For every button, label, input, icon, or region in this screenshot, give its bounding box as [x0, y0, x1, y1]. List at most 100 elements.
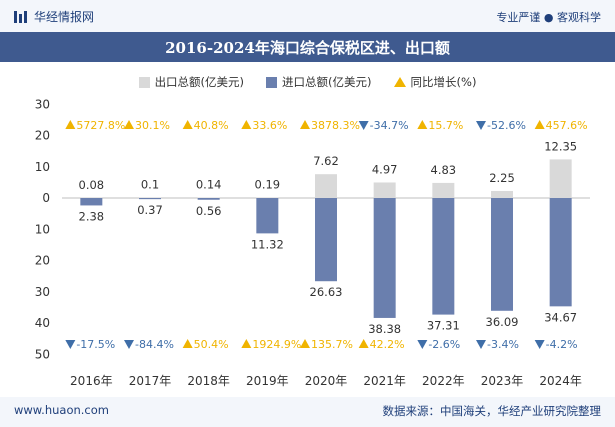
chart-title: 2016-2024年海口综合保税区进、出口额: [165, 39, 450, 57]
legend-export: 出口总额(亿美元): [138, 74, 245, 90]
x-tick-label: 2021年: [363, 374, 406, 388]
legend-growth: 同比增长(%): [393, 74, 477, 90]
import-growth-label: 1924.9%: [252, 338, 301, 351]
y-tick-label: 0: [42, 191, 50, 205]
import-bar: [197, 198, 220, 200]
growth-down-icon: [476, 340, 486, 349]
import-value-label: 34.67: [544, 310, 577, 324]
import-value-label: 0.56: [196, 204, 222, 218]
x-tick-label: 2018年: [187, 374, 230, 388]
footer-source: 数据来源：中国海关，华经产业研究院整理: [382, 404, 602, 418]
legend-import-swatch: [266, 76, 278, 88]
footer-bar: [0, 397, 615, 427]
y-tick-label: 50: [35, 347, 50, 361]
export-bar: [315, 174, 337, 198]
import-value-label: 37.31: [427, 319, 460, 333]
y-tick-label: 20: [35, 254, 50, 268]
export-growth-label: 33.6%: [252, 119, 287, 132]
y-tick-label: 40: [35, 316, 50, 330]
export-bar: [139, 197, 161, 199]
y-tick-label: 10: [35, 222, 50, 236]
export-value-label: 0.08: [79, 178, 105, 192]
growth-down-icon: [358, 121, 369, 130]
x-tick-label: 2024年: [539, 374, 582, 388]
growth-down-icon: [476, 121, 486, 130]
import-bar: [549, 198, 572, 307]
export-bar: [256, 197, 279, 199]
export-growth-label: 30.1%: [135, 119, 170, 132]
export-value-label: 12.35: [544, 139, 577, 153]
growth-up-icon: [241, 120, 252, 129]
x-tick-label: 2019年: [246, 374, 289, 388]
export-value-label: 7.62: [313, 154, 339, 168]
legend-import-label: 进口总额(亿美元): [282, 75, 372, 89]
export-value-label: 4.83: [431, 163, 457, 177]
growth-up-icon: [300, 339, 310, 348]
import-bar: [256, 198, 279, 234]
chart-plot: 30 20 10 0 10 20 30 40 50 0.08 2.38 0.1 0.37 0.14 0.5…: [35, 97, 590, 388]
export-value-label: 0.1: [141, 178, 159, 192]
legend-growth-up-icon: [393, 77, 406, 87]
export-bar: [549, 159, 572, 198]
import-value-label: 36.09: [486, 315, 519, 329]
x-tick-label: 2020年: [305, 374, 348, 388]
export-growth-label: 457.6%: [546, 119, 588, 132]
import-value-label: 2.38: [79, 209, 105, 223]
y-tick-label: 30: [35, 285, 50, 299]
growth-up-icon: [241, 339, 252, 348]
export-bar: [373, 182, 396, 198]
tagline: 专业严谨 ● 客观科学: [496, 11, 601, 24]
legend: 出口总额(亿美元) 进口总额(亿美元) 同比增长(%): [0, 74, 615, 90]
growth-down-icon: [124, 340, 134, 349]
import-value-label: 26.63: [310, 285, 343, 299]
export-growth-label: -34.7%: [370, 119, 409, 132]
import-value-label: 11.32: [251, 237, 284, 251]
import-growth-label: 42.2%: [370, 338, 405, 351]
brand-name: 华经情报网: [34, 10, 95, 24]
import-growth-label: -2.6%: [428, 338, 460, 351]
import-growth-label: -84.4%: [135, 338, 174, 351]
growth-down-icon: [417, 340, 428, 349]
footer-website: www.huaon.com: [14, 403, 109, 417]
title-bar: [0, 32, 615, 62]
legend-export-swatch: [138, 76, 150, 88]
export-value-label: 0.19: [255, 177, 281, 191]
y-tick-label: 10: [35, 160, 50, 174]
x-tick-label: 2022年: [422, 374, 465, 388]
legend-export-label: 出口总额(亿美元): [154, 75, 245, 89]
y-tick-label: 30: [35, 97, 50, 111]
growth-up-icon: [358, 339, 369, 348]
import-growth-label: -4.2%: [546, 338, 578, 351]
growth-up-icon: [534, 120, 545, 129]
legend-growth-label: 同比增长(%): [410, 75, 477, 89]
header-bar: [0, 0, 615, 32]
import-growth-label: -17.5%: [76, 338, 115, 351]
export-growth-label: 40.8%: [194, 119, 229, 132]
brand-logo-icon: [14, 10, 27, 23]
growth-up-icon: [417, 120, 428, 129]
import-bar: [432, 198, 455, 315]
import-growth-label: -3.4%: [487, 338, 519, 351]
export-growth-label: -52.6%: [487, 119, 526, 132]
import-bar: [139, 198, 161, 200]
x-tick-label: 2016年: [70, 374, 113, 388]
import-bar: [373, 198, 396, 318]
export-bar: [432, 182, 455, 198]
growth-up-icon: [65, 120, 76, 129]
import-value-label: 38.38: [368, 322, 401, 336]
export-growth-label: 5727.8%: [76, 119, 125, 132]
import-bar: [80, 198, 103, 206]
y-tick-label: 20: [35, 129, 50, 143]
growth-up-icon: [300, 120, 310, 129]
growth-down-icon: [534, 340, 545, 349]
import-growth-label: 135.7%: [311, 338, 353, 351]
import-bar: [315, 198, 337, 282]
export-bar: [197, 197, 220, 199]
brand: 华经情报网: [14, 8, 94, 25]
legend-import: 进口总额(亿美元): [266, 74, 372, 90]
import-bar: [491, 198, 513, 311]
import-growth-label: 50.4%: [194, 338, 229, 351]
export-value-label: 2.25: [489, 171, 515, 185]
export-growth-label: 15.7%: [428, 119, 463, 132]
growth-up-icon: [182, 339, 193, 348]
